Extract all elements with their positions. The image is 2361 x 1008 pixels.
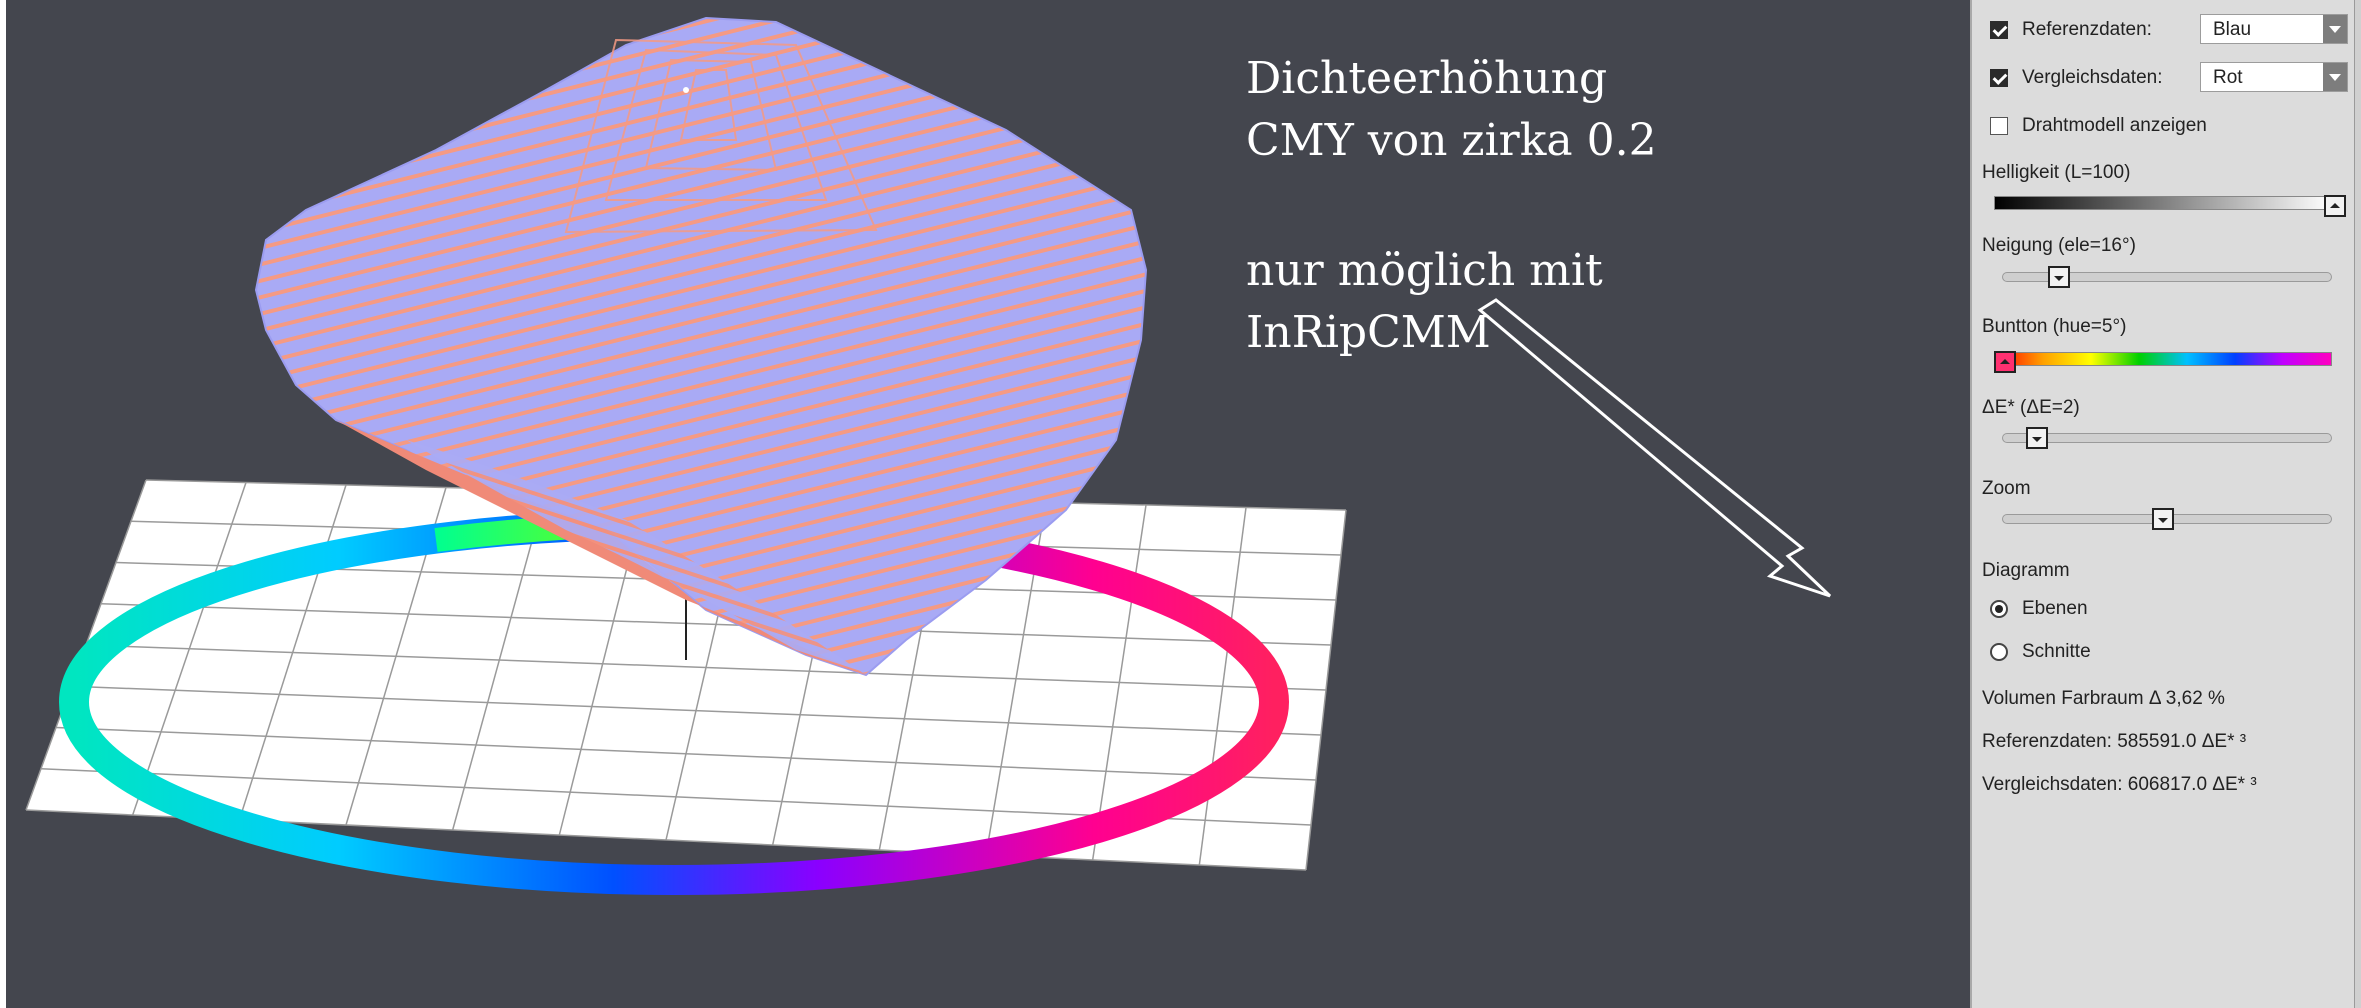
diagram-option-ebenen[interactable]: Ebenen [1990, 598, 2088, 620]
tilt-value: (ele=16°) [2058, 235, 2136, 256]
reference-label: Referenzdaten: [2022, 19, 2152, 40]
chevron-down-icon [2323, 15, 2347, 43]
zoom-label: Zoom [1982, 478, 2031, 499]
tilt-slider-track[interactable] [2002, 272, 2332, 282]
reference-volume-stat: Referenzdaten: 585591.0 ΔE* ³ [1982, 731, 2247, 752]
delta-e-slider-track[interactable] [2002, 433, 2332, 443]
tilt-label-group: Neigung (ele=16°) [1982, 235, 2136, 257]
chevron-down-icon [2323, 63, 2347, 91]
hue-label: Buntton [1982, 316, 2048, 337]
hue-value: (hue=5°) [2052, 316, 2127, 337]
comparison-color-value: Rot [2213, 67, 2243, 88]
reference-color-select[interactable]: Blau [2200, 14, 2348, 44]
annotation-line-3: nur möglich mit [1246, 245, 1603, 296]
comparison-gamut-facet [406, 440, 866, 675]
comparison-row: Vergleichsdaten: [1990, 67, 2163, 89]
apex-contours [564, 38, 878, 234]
comparison-checkbox[interactable] [1990, 69, 2008, 87]
schnitte-label: Schnitte [2022, 641, 2091, 662]
panel-scroll-edge [2354, 0, 2361, 1008]
brightness-label: Helligkeit [1982, 162, 2060, 183]
diagram-option-schnitte[interactable]: Schnitte [1990, 641, 2091, 663]
hue-slider-thumb[interactable] [1994, 351, 2016, 373]
volume-stat: Volumen Farbraum Δ 3,62 % [1982, 688, 2225, 709]
delta-e-value: (ΔE=2) [2020, 397, 2080, 418]
brightness-slider-thumb[interactable] [2324, 195, 2346, 217]
apex-point [683, 87, 689, 93]
comparison-label: Vergleichsdaten: [2022, 67, 2163, 88]
annotation-line-1: Dichteerhöhung [1246, 53, 1608, 104]
delta-e-label-group: ΔE* (ΔE=2) [1982, 397, 2080, 419]
wireframe-label: Drahtmodell anzeigen [2022, 115, 2207, 136]
zoom-slider-thumb[interactable] [2152, 508, 2174, 530]
gamut-scene [25, 16, 1832, 895]
schnitte-radio[interactable] [1990, 643, 2008, 661]
3d-gamut-viewport[interactable]: Dichteerhöhung CMY von zirka 0.2 nur mög… [6, 0, 1970, 1008]
comparison-gamut-edge [336, 420, 866, 675]
brightness-value: (L=100) [2064, 162, 2131, 183]
reference-color-value: Blau [2213, 19, 2252, 40]
comparison-volume-stat: Vergleichsdaten: 606817.0 ΔE* ³ [1982, 774, 2257, 795]
reference-checkbox[interactable] [1990, 21, 2008, 39]
delta-e-label: ΔE* [1982, 397, 2015, 418]
wireframe-row: Drahtmodell anzeigen [1990, 115, 2207, 137]
ebenen-radio[interactable] [1990, 600, 2008, 618]
annotation-arrow-icon [1477, 298, 1832, 598]
annotation-line-4: InRipCMM [1246, 307, 1491, 358]
annotation-line-2: CMY von zirka 0.2 [1246, 115, 1657, 166]
tilt-slider-thumb[interactable] [2048, 266, 2070, 288]
ebenen-label: Ebenen [2022, 598, 2088, 619]
diagram-label: Diagramm [1982, 560, 2070, 581]
base-plane [26, 480, 1346, 870]
hue-label-group: Buntton (hue=5°) [1982, 316, 2126, 338]
comparison-color-select[interactable]: Rot [2200, 62, 2348, 92]
reference-row: Referenzdaten: [1990, 19, 2152, 41]
delta-e-slider-thumb[interactable] [2026, 427, 2048, 449]
control-panel: Referenzdaten: Blau Vergleichsdaten: Rot… [1970, 0, 2354, 1008]
hue-gradient-track[interactable] [1994, 352, 2332, 366]
brightness-label-group: Helligkeit (L=100) [1982, 162, 2130, 184]
wireframe-checkbox[interactable] [1990, 117, 2008, 135]
brightness-gradient-track[interactable] [1994, 196, 2332, 210]
tilt-label: Neigung [1982, 235, 2053, 256]
